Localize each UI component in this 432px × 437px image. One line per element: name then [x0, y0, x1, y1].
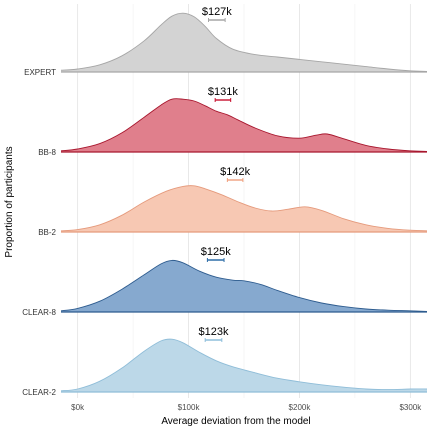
- x-tick-label: $0k: [71, 403, 85, 412]
- density-outline: [60, 338, 428, 392]
- row-label: CLEAR-2: [22, 388, 56, 397]
- row-label: EXPERT: [24, 68, 56, 77]
- ridge-clear-2: $123k CLEAR-2: [22, 326, 428, 397]
- ridges: $127k EXPERT $131k BB-8 $142k BB-2 $125k CLEAR-…: [22, 6, 428, 397]
- density-area: [61, 13, 427, 73]
- density-outline: [60, 259, 428, 312]
- ridge-bb-8: $131k BB-8: [38, 86, 428, 157]
- mean-label: $123k: [199, 326, 229, 338]
- density-outline: [60, 12, 428, 72]
- row-label: BB-2: [38, 228, 56, 237]
- x-tick-label: $200k: [289, 403, 312, 412]
- row-label: BB-8: [38, 148, 56, 157]
- y-axis-title: Proportion of participants: [4, 146, 15, 257]
- x-axis-ticks: $0k $100k $200k $300k: [71, 403, 422, 412]
- x-axis-title: Average deviation from the model: [161, 416, 310, 427]
- density-area: [61, 98, 427, 152]
- x-tick-label: $300k: [399, 403, 422, 412]
- mean-label: $142k: [220, 166, 250, 178]
- ridge-bb-2: $142k BB-2: [38, 166, 428, 237]
- x-tick-label: $100k: [178, 403, 201, 412]
- ridge-expert: $127k EXPERT: [24, 6, 428, 77]
- density-outline: [60, 185, 428, 232]
- density-area: [61, 185, 427, 232]
- ridge-clear-8: $125k CLEAR-8: [22, 246, 428, 317]
- mean-label: $131k: [208, 86, 238, 98]
- row-label: CLEAR-8: [22, 308, 56, 317]
- density-outline: [60, 98, 428, 152]
- density-area: [61, 339, 427, 392]
- mean-label: $127k: [202, 6, 232, 18]
- density-area: [61, 260, 427, 312]
- mean-label: $125k: [201, 246, 231, 258]
